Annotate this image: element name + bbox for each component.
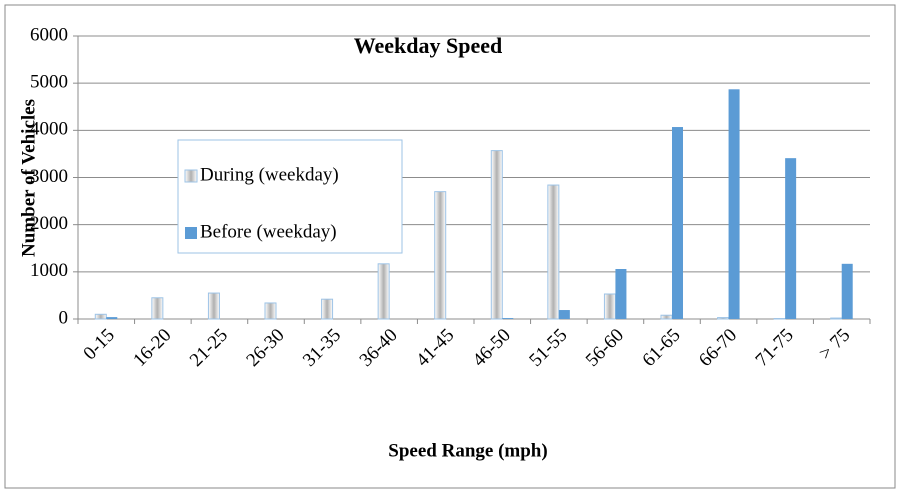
bar (548, 185, 559, 319)
y-tick-label: 0 (59, 307, 69, 328)
bar (842, 264, 853, 319)
bar (785, 158, 796, 319)
y-tick-label: 5000 (30, 72, 68, 93)
bar (491, 151, 502, 319)
y-tick-label: 4000 (30, 119, 68, 140)
bar (831, 318, 842, 319)
bar (378, 264, 389, 319)
chart-border (5, 5, 895, 488)
y-tick-label: 2000 (30, 213, 68, 234)
bar (106, 317, 117, 319)
bar (95, 314, 106, 319)
y-tick-label: 1000 (30, 260, 68, 281)
bar (615, 269, 626, 319)
y-tick-label: 3000 (30, 166, 68, 187)
chart-title: Weekday Speed (354, 33, 503, 58)
bar (208, 293, 219, 319)
y-tick-label: 6000 (30, 24, 68, 45)
bar (604, 294, 615, 319)
bar (718, 318, 729, 319)
legend-swatch (185, 227, 197, 239)
bar (559, 310, 570, 319)
bar (265, 303, 276, 319)
x-axis-label: Speed Range (mph) (388, 440, 547, 461)
bar (729, 89, 740, 319)
bar (661, 315, 672, 319)
legend-swatch (185, 170, 197, 182)
bar (435, 192, 446, 319)
legend-label: Before (weekday) (200, 221, 337, 242)
bar (672, 127, 683, 319)
bar (502, 318, 513, 319)
bar (152, 298, 163, 319)
bar (322, 299, 333, 319)
legend-label: During (weekday) (200, 164, 339, 185)
